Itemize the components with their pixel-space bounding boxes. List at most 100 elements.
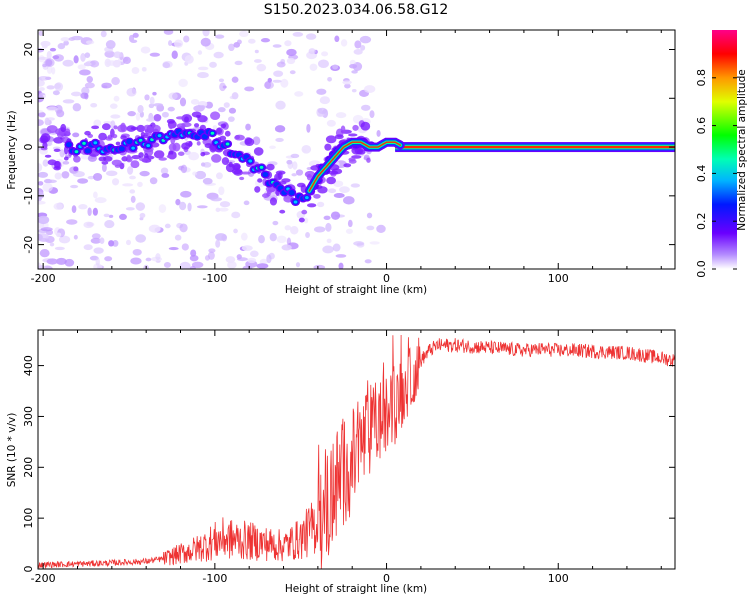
- signal-blob: [113, 125, 118, 130]
- noise-blob: [104, 58, 111, 68]
- y-tick-label: 200: [22, 457, 35, 478]
- noise-blob: [366, 225, 375, 231]
- noise-blob: [280, 78, 289, 88]
- noise-blob: [38, 215, 50, 225]
- noise-blob: [149, 96, 155, 105]
- signal-blob: [244, 138, 255, 146]
- noise-blob: [179, 261, 191, 269]
- signal-blob: [196, 114, 201, 119]
- noise-blob: [149, 52, 161, 57]
- signal-blob: [91, 125, 100, 130]
- noise-blob: [215, 34, 225, 39]
- signal-blob: [196, 141, 201, 146]
- noise-blob: [272, 79, 282, 83]
- y-tick-label: -20: [22, 236, 35, 254]
- noise-blob: [63, 40, 69, 46]
- signal-blob: [98, 132, 107, 141]
- noise-blob: [171, 50, 178, 60]
- carrier-band-core: [395, 145, 675, 149]
- noise-blob: [38, 48, 45, 53]
- signal-blob: [98, 156, 107, 162]
- noise-blob: [272, 220, 279, 226]
- ridge-blob-core: [225, 142, 230, 146]
- noise-blob: [140, 46, 151, 54]
- ridge-blob-core: [93, 141, 98, 145]
- spectrogram-y-label: Frequency (Hz): [6, 110, 18, 189]
- signal-blob: [138, 152, 144, 158]
- noise-blob: [353, 48, 363, 55]
- signal-blob: [175, 116, 185, 120]
- noise-blob: [153, 103, 164, 107]
- x-tick-label: 100: [548, 572, 569, 585]
- signal-blob: [334, 134, 344, 140]
- signal-blob: [234, 134, 245, 141]
- noise-blob: [292, 161, 298, 170]
- signal-blob: [115, 141, 121, 146]
- noise-blob: [344, 83, 351, 89]
- noise-blob: [38, 163, 43, 172]
- noise-blob: [274, 125, 286, 133]
- noise-blob: [243, 200, 250, 206]
- noise-blob: [60, 37, 70, 42]
- noise-blob: [87, 207, 92, 217]
- noise-blob: [46, 106, 58, 112]
- signal-blob: [216, 127, 223, 135]
- noise-blob: [218, 107, 226, 113]
- noise-blob: [239, 30, 249, 38]
- colorbar-tick-label: 0.2: [695, 212, 708, 230]
- noise-blob: [80, 53, 86, 62]
- noise-blob: [342, 80, 352, 85]
- ridge-blob-mid: [288, 190, 295, 196]
- y-tick-label: -10: [22, 187, 35, 205]
- noise-blob: [66, 219, 78, 225]
- noise-blob: [46, 258, 59, 265]
- signal-blob: [153, 114, 162, 122]
- signal-blob: [340, 125, 346, 134]
- signal-blob: [257, 178, 263, 183]
- noise-blob: [161, 111, 169, 118]
- noise-blob: [326, 119, 336, 127]
- noise-blob: [275, 100, 286, 110]
- noise-blob: [248, 38, 256, 44]
- noise-blob: [160, 167, 169, 175]
- noise-blob: [127, 111, 136, 117]
- signal-blob: [53, 148, 61, 153]
- noise-blob: [61, 171, 70, 179]
- noise-blob: [294, 91, 304, 97]
- noise-blob: [333, 193, 345, 198]
- ridge-blob-mid: [126, 138, 133, 145]
- noise-blob: [284, 225, 292, 231]
- noise-blob: [42, 159, 49, 167]
- noise-blob: [130, 195, 136, 203]
- noise-blob: [90, 103, 98, 108]
- signal-blob: [253, 147, 264, 156]
- noise-blob: [72, 132, 80, 138]
- noise-blob: [52, 90, 60, 96]
- signal-blob: [266, 192, 271, 197]
- noise-blob: [92, 207, 98, 216]
- noise-blob: [109, 103, 118, 109]
- noise-blob: [39, 249, 50, 258]
- signal-blob: [275, 170, 286, 175]
- noise-blob: [94, 197, 107, 204]
- signal-blob: [200, 151, 206, 157]
- signal-blob: [193, 123, 200, 128]
- signal-blob: [239, 176, 245, 181]
- noise-blob: [174, 39, 184, 48]
- noise-blob: [228, 43, 235, 52]
- noise-blob: [213, 51, 224, 59]
- noise-blob: [242, 265, 253, 269]
- signal-blob: [220, 123, 227, 129]
- noise-blob: [184, 54, 194, 64]
- colorbar-gradient: [712, 30, 737, 269]
- noise-blob: [53, 202, 63, 210]
- noise-blob: [62, 99, 75, 104]
- ridge-blob-core: [157, 134, 162, 138]
- noise-blob: [152, 91, 157, 96]
- noise-blob: [335, 254, 347, 258]
- noise-blob: [209, 61, 217, 68]
- noise-blob: [330, 211, 341, 220]
- noise-blob: [164, 223, 171, 229]
- noise-blob: [219, 201, 231, 208]
